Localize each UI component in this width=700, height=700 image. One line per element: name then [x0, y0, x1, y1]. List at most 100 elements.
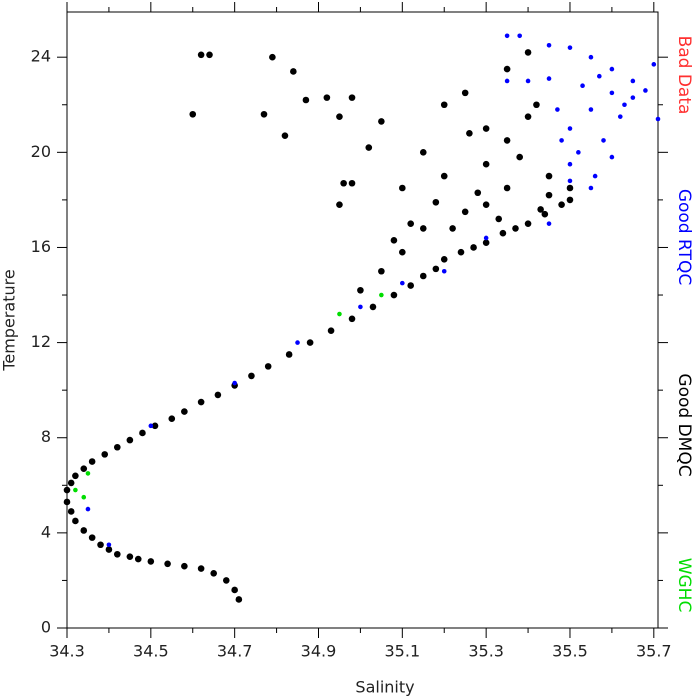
data-point	[302, 96, 310, 104]
data-point	[524, 49, 532, 56]
data-point	[419, 149, 427, 156]
data-point	[379, 292, 384, 298]
data-point	[168, 415, 176, 423]
data-point	[323, 94, 331, 101]
data-point	[503, 65, 511, 73]
data-point	[210, 569, 218, 577]
data-point	[655, 116, 661, 122]
data-point	[197, 51, 205, 59]
data-point	[365, 144, 373, 151]
data-point	[97, 541, 104, 549]
data-point	[147, 558, 155, 565]
data-point	[139, 429, 146, 437]
data-point	[290, 68, 297, 75]
data-point	[73, 487, 78, 493]
legend-label: Bad Data	[674, 36, 694, 115]
data-point	[81, 494, 87, 500]
data-point	[348, 315, 356, 323]
data-point	[88, 458, 96, 465]
data-point	[440, 256, 448, 263]
data-point	[419, 272, 427, 280]
data-point	[63, 486, 71, 494]
data-point	[231, 586, 238, 594]
data-point	[399, 248, 406, 256]
data-point	[197, 398, 205, 406]
data-point	[466, 129, 473, 137]
data-point	[588, 185, 594, 191]
x-tick-label: 34.7	[217, 642, 253, 661]
data-point	[67, 508, 75, 515]
data-point	[378, 118, 385, 125]
data-point	[232, 380, 237, 386]
data-point	[400, 280, 405, 286]
data-point	[474, 189, 482, 197]
data-point	[151, 422, 159, 430]
data-point	[559, 138, 564, 143]
legend-label: Good RTQC	[674, 189, 694, 285]
data-point	[440, 172, 448, 180]
data-point	[449, 225, 456, 232]
data-point	[295, 340, 300, 345]
data-point	[85, 506, 91, 512]
x-tick-label: 34.5	[133, 642, 169, 661]
data-point	[113, 443, 121, 451]
data-point	[337, 311, 342, 317]
data-point	[482, 201, 490, 208]
data-point	[181, 408, 188, 415]
data-point	[566, 184, 574, 192]
data-point	[390, 291, 398, 299]
data-point	[617, 114, 623, 119]
data-point	[517, 33, 522, 39]
plot-frame	[66, 11, 659, 629]
x-tick-label: 35.1	[385, 642, 421, 661]
data-point	[545, 172, 553, 180]
y-tick-label: 0	[41, 618, 51, 637]
data-point	[197, 565, 205, 572]
data-point	[576, 150, 581, 155]
data-point	[567, 45, 573, 50]
data-point	[63, 498, 71, 506]
data-point	[512, 225, 519, 232]
data-point	[567, 161, 573, 167]
data-point	[88, 534, 96, 541]
data-point	[126, 553, 134, 560]
y-tick-label: 8	[41, 427, 51, 446]
data-point	[336, 201, 343, 208]
data-point	[369, 303, 377, 311]
x-axis-label: Salinity	[355, 678, 414, 697]
data-point	[525, 78, 531, 84]
data-point	[214, 391, 222, 399]
data-point	[327, 327, 335, 335]
data-point	[555, 107, 560, 112]
data-point	[72, 517, 79, 525]
data-point	[630, 78, 636, 84]
data-point	[134, 555, 142, 563]
data-point	[630, 95, 636, 100]
data-point	[378, 267, 385, 275]
data-point	[546, 221, 552, 226]
data-point	[541, 210, 549, 218]
data-point	[357, 286, 364, 294]
data-point	[281, 132, 289, 139]
y-axis-label: Temperature	[0, 269, 19, 371]
data-point	[348, 94, 356, 101]
data-point	[148, 423, 154, 429]
data-point	[503, 137, 511, 144]
data-point	[609, 154, 615, 160]
x-tick-label: 34.9	[301, 642, 337, 661]
data-point	[592, 173, 598, 179]
data-point	[580, 83, 585, 89]
data-point	[105, 546, 113, 553]
data-point	[504, 78, 510, 84]
data-point	[306, 339, 314, 346]
data-point	[622, 102, 627, 108]
data-point	[269, 53, 276, 61]
data-point	[546, 76, 552, 81]
data-point	[126, 436, 134, 444]
y-tick-label: 24	[31, 47, 51, 66]
data-point	[482, 160, 490, 168]
data-point	[340, 179, 347, 187]
data-point	[113, 550, 121, 558]
data-point	[588, 107, 594, 112]
